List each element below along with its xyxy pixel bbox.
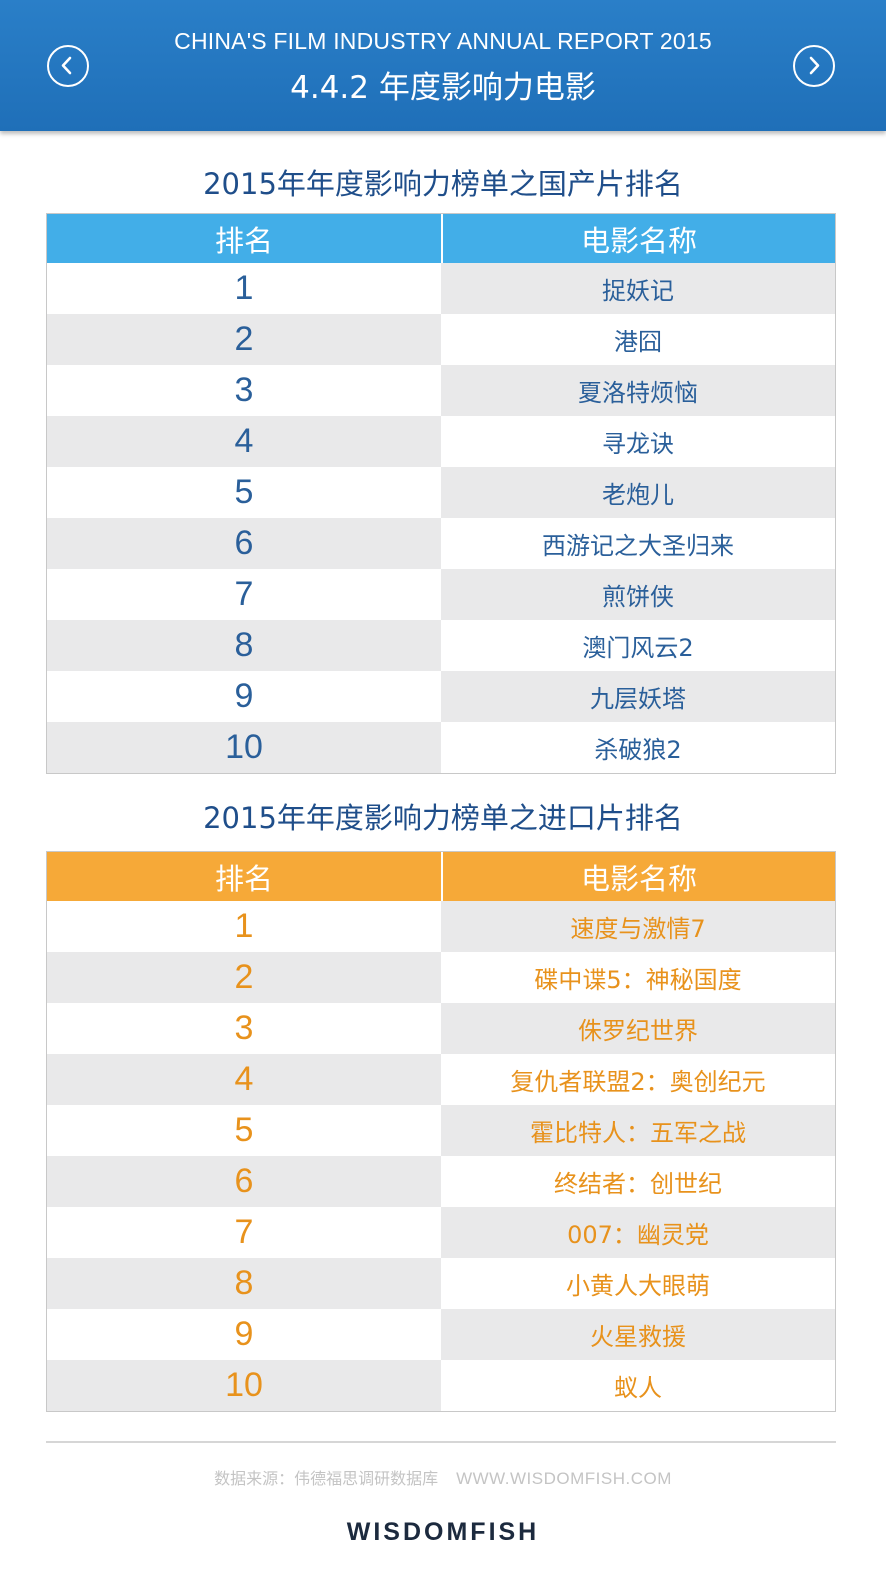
rank-cell: 3	[47, 365, 441, 416]
brand-logo: WISDOMFISH	[346, 1518, 540, 1546]
rank-cell: 4	[47, 416, 441, 467]
table-row: 3 侏罗纪世界	[47, 1003, 835, 1054]
data-source-text: 数据来源：伟德福思调研数据库	[214, 1469, 439, 1488]
rank-cell: 3	[47, 1003, 441, 1054]
film-name-cell: 复仇者联盟2：奥创纪元	[441, 1054, 835, 1105]
table-row: 10 杀破狼2	[47, 722, 835, 773]
table-row: 7 煎饼侠	[47, 569, 835, 620]
table-header: 排名 电影名称	[47, 214, 835, 263]
imported-table-body: 1 速度与激情7 2 碟中谍5：神秘国度 3 侏罗纪世界 4 复仇者联盟2：奥创纪元 5…	[47, 901, 835, 1411]
imported-section-title: 2015年年度影响力榜单之进口片排名	[203, 801, 683, 835]
film-name-cell: 夏洛特烦恼	[441, 365, 835, 416]
film-name-cell: 侏罗纪世界	[441, 1003, 835, 1054]
rank-cell: 6	[47, 518, 441, 569]
rank-cell: 4	[47, 1054, 441, 1105]
table-row: 6 终结者：创世纪	[47, 1156, 835, 1207]
table-row: 4 复仇者联盟2：奥创纪元	[47, 1054, 835, 1105]
rank-cell: 10	[47, 722, 441, 773]
film-name-cell: 火星救援	[441, 1309, 835, 1360]
rank-column-header: 排名	[214, 861, 273, 896]
film-name-column-header: 电影名称	[441, 214, 835, 263]
rank-cell: 6	[47, 1156, 441, 1207]
table-row: 6 西游记之大圣归来	[47, 518, 835, 569]
table-row: 2 碟中谍5：神秘国度	[47, 952, 835, 1003]
film-name-column-header: 电影名称	[441, 852, 835, 901]
rank-cell: 8	[47, 620, 441, 671]
table-row: 1 捉妖记	[47, 263, 835, 314]
rank-cell: 7	[47, 1207, 441, 1258]
footer-divider	[46, 1441, 836, 1443]
table-row: 8 澳门风云2	[47, 620, 835, 671]
chevron-left-icon	[61, 56, 72, 75]
rank-cell: 1	[47, 901, 441, 952]
domestic-ranking-table: 排名 电影名称 1 捉妖记 2 港囧 3 夏洛特烦恼 4 寻龙诀 5 老炮儿 6 西游记之大…	[46, 213, 836, 774]
imported-ranking-table: 排名 电影名称 1 速度与激情7 2 碟中谍5：神秘国度 3 侏罗纪世界 4 复仇者联盟…	[46, 851, 836, 1412]
report-subtitle: CHINA'S FILM INDUSTRY ANNUAL REPORT 2015	[174, 28, 712, 54]
film-name-cell: 杀破狼2	[441, 722, 835, 773]
table-row: 9 火星救援	[47, 1309, 835, 1360]
data-source: 数据来源：伟德福思调研数据库 WWW.WISDOMFISH.COM	[0, 1465, 886, 1489]
page-title: 4.4.2 年度影响力电影	[290, 70, 596, 106]
rank-cell: 10	[47, 1360, 441, 1411]
table-header: 排名 电影名称	[47, 852, 835, 901]
film-name-cell: 煎饼侠	[441, 569, 835, 620]
film-name-cell: 西游记之大圣归来	[441, 518, 835, 569]
rank-cell: 5	[47, 1105, 441, 1156]
rank-cell: 7	[47, 569, 441, 620]
previous-page-button[interactable]	[47, 45, 89, 87]
table-row: 10 蚁人	[47, 1360, 835, 1411]
table-row: 5 霍比特人：五军之战	[47, 1105, 835, 1156]
report-header: CHINA'S FILM INDUSTRY ANNUAL REPORT 2015…	[0, 0, 886, 131]
film-name-cell: 澳门风云2	[441, 620, 835, 671]
film-name-cell: 终结者：创世纪	[441, 1156, 835, 1207]
film-name-cell: 碟中谍5：神秘国度	[441, 952, 835, 1003]
rank-cell: 2	[47, 314, 441, 365]
chevron-right-icon	[809, 56, 820, 75]
film-name-cell: 蚁人	[441, 1360, 835, 1411]
table-row: 9 九层妖塔	[47, 671, 835, 722]
website-link[interactable]: WWW.WISDOMFISH.COM	[456, 1469, 672, 1488]
film-name-cell: 霍比特人：五军之战	[441, 1105, 835, 1156]
film-name-cell: 老炮儿	[441, 467, 835, 518]
film-name-cell: 九层妖塔	[441, 671, 835, 722]
next-page-button[interactable]	[793, 45, 835, 87]
rank-cell: 2	[47, 952, 441, 1003]
domestic-section-title: 2015年年度影响力榜单之国产片排名	[203, 167, 683, 201]
table-row: 1 速度与激情7	[47, 901, 835, 952]
film-name-cell: 007：幽灵党	[441, 1207, 835, 1258]
film-name-cell: 小黄人大眼萌	[441, 1258, 835, 1309]
rank-cell: 5	[47, 467, 441, 518]
rank-cell: 9	[47, 671, 441, 722]
domestic-table-body: 1 捉妖记 2 港囧 3 夏洛特烦恼 4 寻龙诀 5 老炮儿 6 西游记之大圣归来 7 煎饼侠…	[47, 263, 835, 773]
film-name-cell: 寻龙诀	[441, 416, 835, 467]
table-row: 3 夏洛特烦恼	[47, 365, 835, 416]
rank-cell: 9	[47, 1309, 441, 1360]
table-row: 5 老炮儿	[47, 467, 835, 518]
table-row: 8 小黄人大眼萌	[47, 1258, 835, 1309]
film-name-cell: 港囧	[441, 314, 835, 365]
film-name-cell: 速度与激情7	[441, 901, 835, 952]
table-row: 7 007：幽灵党	[47, 1207, 835, 1258]
table-row: 4 寻龙诀	[47, 416, 835, 467]
rank-column-header: 排名	[214, 223, 273, 258]
film-name-cell: 捉妖记	[441, 263, 835, 314]
table-row: 2 港囧	[47, 314, 835, 365]
rank-cell: 8	[47, 1258, 441, 1309]
rank-cell: 1	[47, 263, 441, 314]
